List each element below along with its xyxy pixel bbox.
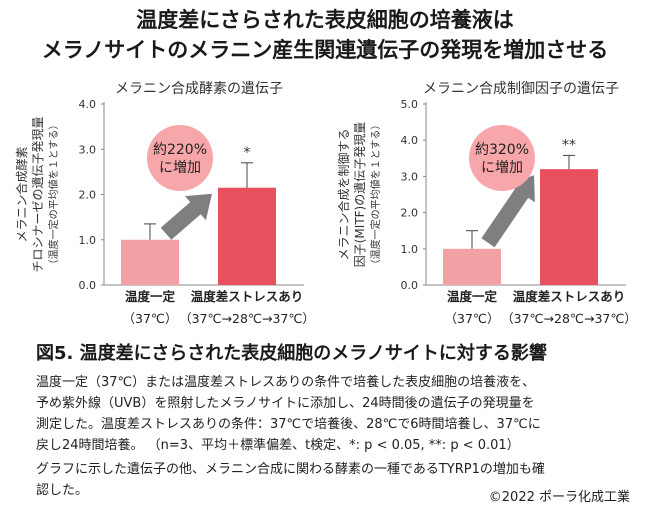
chart-title: メラニン合成制御因子の遺伝子: [423, 81, 619, 97]
description-line: 温度一定（37℃）または温度差ストレスありの条件で培養した表皮細胞の培養液を、: [36, 375, 536, 390]
badge-percent: 約320%: [475, 142, 529, 158]
increase-badge: [147, 125, 213, 191]
x-category-sublabel: （37℃→28℃→37℃）: [501, 311, 637, 326]
significance-marker: *: [244, 145, 251, 161]
main-title-line2: メラノサイトのメラニン産生関連遺伝子の発現を増加させる: [41, 38, 609, 62]
bar-2: [540, 169, 598, 285]
bar-2: [218, 187, 276, 285]
x-category-label: 温度一定: [447, 289, 498, 304]
y-axis-label: （温度一定の平均値を１とする）: [369, 120, 382, 270]
chart-title: メラニン合成酵素の遺伝子: [115, 81, 283, 97]
y-tick-label: 0.0: [79, 279, 97, 292]
y-axis-label: 因子(MITF)の遺伝子発現量: [352, 122, 367, 268]
significance-marker: **: [562, 137, 576, 153]
y-tick-label: 2.0: [79, 189, 97, 202]
y-axis-label: メラニン合成酵素: [14, 146, 29, 242]
y-axis-label: メラニン合成を制御する: [336, 128, 351, 260]
y-tick-label: 4.0: [79, 98, 97, 111]
y-tick-label: 5.0: [401, 98, 419, 111]
x-category-label: 温度差ストレスあり: [191, 289, 304, 304]
x-category-sublabel: （37℃→28℃→37℃）: [179, 311, 315, 326]
copyright: ©2022 ポーラ化成工業: [488, 490, 630, 505]
badge-text: に増加: [481, 160, 523, 176]
x-category-sublabel: （37℃）: [445, 311, 500, 326]
bar-1: [443, 248, 501, 285]
bar-1: [121, 239, 179, 285]
increase-badge: [469, 125, 535, 191]
badge-percent: 約220%: [153, 142, 207, 158]
description-line: グラフに示した遺伝子の他、メラニン合成に関わる酵素の一種であるTYRP1の増加も…: [36, 462, 545, 477]
description-line: 測定した。温度差ストレスありの条件：37℃で培養後、28℃で6時間培養し、37℃…: [36, 417, 541, 432]
y-tick-label: 1.0: [79, 234, 97, 247]
main-title-line1: 温度差にさらされた表皮細胞の培養液は: [136, 8, 514, 32]
x-category-label: 温度差ストレスあり: [513, 289, 626, 304]
increase-arrow: [481, 175, 535, 248]
x-category-label: 温度一定: [125, 289, 176, 304]
x-category-sublabel: （37℃）: [123, 311, 178, 326]
badge-text: に増加: [159, 160, 201, 176]
y-axis-label: チロシナーゼの遺伝子発現量: [30, 116, 45, 272]
increase-arrow: [160, 193, 212, 240]
description-line: 予め紫外線（UVB）を照射したメラノサイトに添加し、24時間後の遺伝子の発現量を: [36, 396, 535, 411]
description-line: 戻し24時間培養。 （n=3、平均＋標準偏差、t検定、*: p < 0.05, …: [36, 438, 520, 453]
figure-caption: 図5. 温度差にさらされた表皮細胞のメラノサイトに対する影響: [36, 343, 547, 364]
description-line: 認した。: [36, 483, 89, 498]
y-tick-label: 3.0: [79, 143, 97, 156]
y-tick-label: 2.0: [401, 207, 419, 220]
y-tick-label: 1.0: [401, 243, 419, 256]
y-tick-label: 3.0: [401, 170, 419, 183]
y-tick-label: 4.0: [401, 134, 419, 147]
y-axis-label: （温度一定の平均値を１とする）: [47, 120, 60, 270]
y-tick-label: 0.0: [401, 279, 419, 292]
